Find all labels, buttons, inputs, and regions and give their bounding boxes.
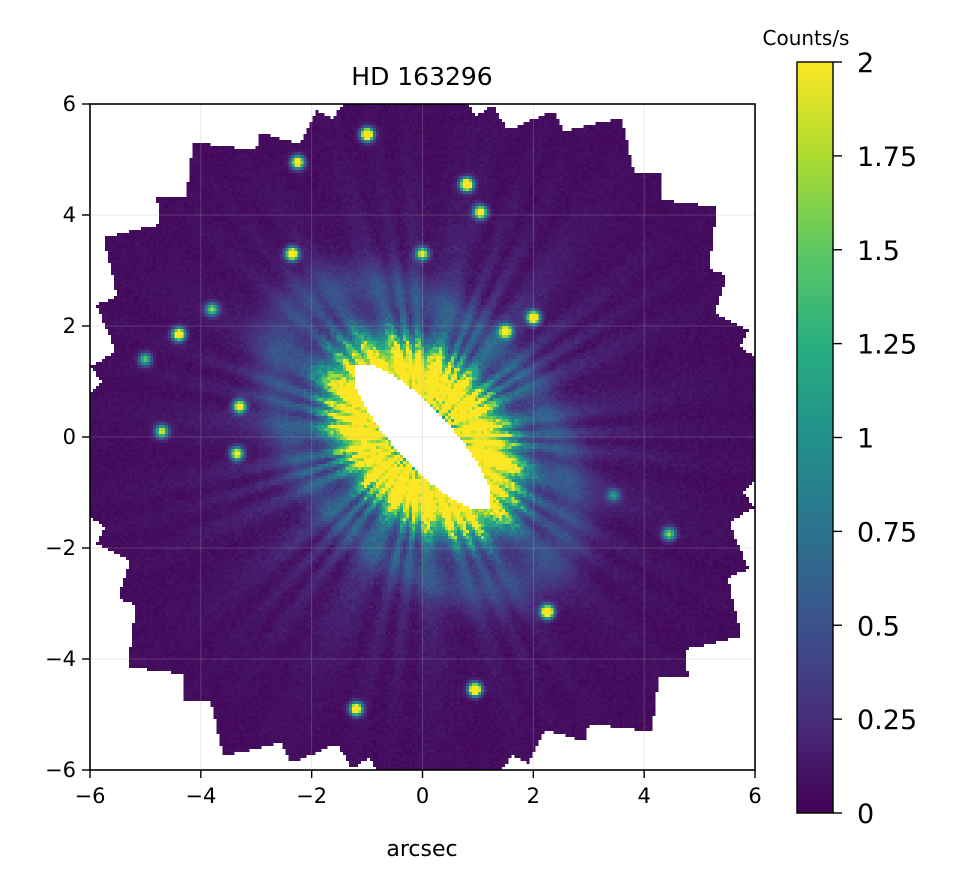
y-tick-label: 4: [63, 203, 76, 227]
heatmap-image: [90, 104, 755, 770]
y-tick-label: 6: [63, 92, 76, 116]
colorbar-gradient: [796, 61, 834, 814]
x-tick-label: −4: [185, 784, 216, 808]
x-axis-ticks: −6 −4 −2 0 2 4 6: [75, 770, 762, 808]
y-tick-label: −6: [45, 758, 76, 782]
colorbar-tick-label: 1.75: [857, 142, 917, 173]
colorbar-tick-label: 0: [857, 799, 874, 830]
colorbar-tick-label: 0.75: [857, 517, 917, 548]
colorbar-tick-label: 1.25: [857, 330, 917, 361]
y-tick-label: 0: [63, 425, 76, 449]
colorbar-tick-label: 0.5: [857, 611, 900, 642]
colorbar-ticks: 0 0.25 0.5 0.75 1 1.25 1.5 1.75 2: [833, 48, 917, 830]
chart-title: HD 163296: [351, 62, 492, 91]
colorbar-tick-label: 1.5: [857, 236, 900, 267]
colorbar-tick-label: 1: [857, 424, 874, 455]
y-axis-ticks: −6 −4 −2 0 2 4 6: [45, 92, 90, 782]
x-tick-label: −6: [75, 784, 106, 808]
gridlines: [90, 104, 755, 770]
y-tick-label: 2: [63, 314, 76, 338]
x-tick-label: 2: [527, 784, 540, 808]
colorbar-tick-label: 2: [857, 48, 874, 79]
y-tick-label: −4: [45, 647, 76, 671]
y-tick-label: −2: [45, 536, 76, 560]
x-tick-label: −2: [296, 784, 327, 808]
colorbar-label: Counts/s: [763, 26, 850, 50]
x-axis-label: arcsec: [386, 837, 457, 862]
x-tick-label: 6: [748, 784, 761, 808]
x-tick-label: 0: [416, 784, 429, 808]
x-tick-label: 4: [637, 784, 650, 808]
colorbar-tick-label: 0.25: [857, 705, 917, 736]
